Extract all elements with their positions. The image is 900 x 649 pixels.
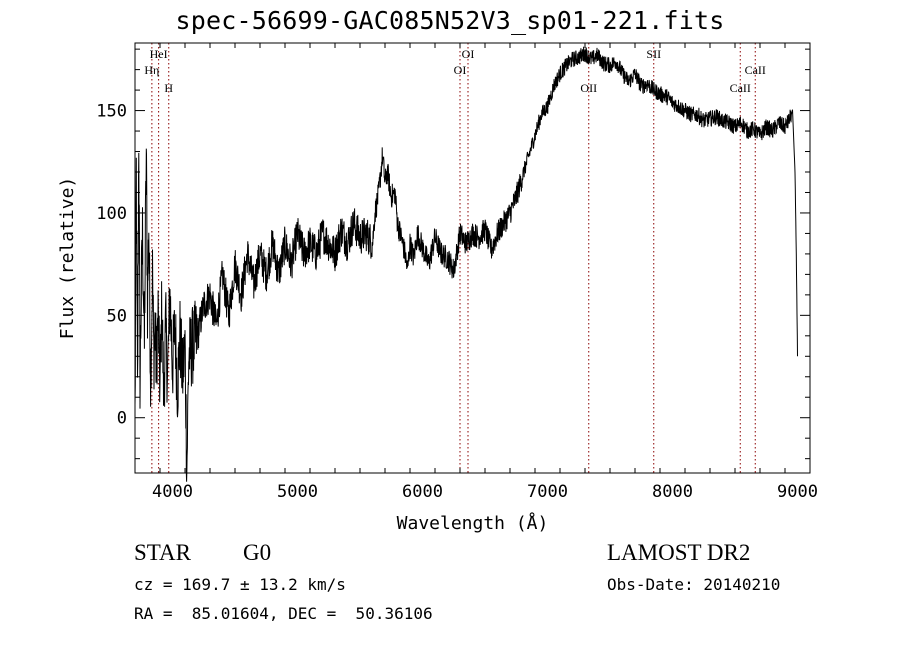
x-tick-label: 4000	[152, 482, 193, 502]
observation-date-label: Obs-Date: 20140210	[607, 575, 781, 594]
survey-label: LAMOST DR2	[607, 540, 751, 565]
tick-marks	[134, 43, 811, 473]
line-marker-label: CaII	[745, 63, 766, 77]
object-subclass-label: G0	[243, 540, 272, 565]
x-tick-label: 8000	[652, 482, 693, 502]
line-marker-label: OII	[580, 81, 597, 95]
x-axis-title: Wavelength (Å)	[397, 512, 549, 534]
spectrum-line	[134, 46, 798, 482]
axis-titles: Wavelength (Å) Flux (relative)	[57, 177, 548, 534]
line-marker-labels: HeI Hη H OI OI OII SII CaII CaII	[144, 47, 766, 95]
y-tick-label: 150	[96, 102, 127, 122]
line-marker-label: H	[164, 81, 173, 95]
line-marker-label: CaII	[730, 81, 751, 95]
redshift-label: cz = 169.7 ± 13.2 km/s	[134, 575, 346, 594]
coordinates-label: RA = 85.01604, DEC = 50.36106	[134, 604, 433, 623]
line-marker-label: OI	[454, 63, 467, 77]
line-markers	[151, 43, 756, 473]
plot-frame	[134, 42, 811, 474]
object-class-label: STAR	[134, 540, 191, 565]
line-marker-label: SII	[646, 47, 661, 61]
axes	[134, 42, 811, 474]
y-tick-label: 0	[117, 409, 127, 429]
line-marker-label: HeI	[150, 47, 168, 61]
y-axis-title: Flux (relative)	[57, 177, 78, 340]
spectrum-series	[134, 46, 798, 482]
x-tick-label: 6000	[402, 482, 443, 502]
line-marker-label: Hη	[144, 63, 159, 77]
y-tick-label: 100	[96, 204, 127, 224]
chart-title: spec-56699-GAC085N52V3_sp01-221.fits	[175, 6, 725, 35]
tick-labels: 4000 5000 6000 7000 8000 9000 0 50 100 150	[96, 102, 818, 502]
line-marker-label: OI	[462, 47, 475, 61]
x-tick-label: 7000	[527, 482, 568, 502]
x-tick-label: 9000	[777, 482, 818, 502]
y-tick-label: 50	[107, 306, 127, 326]
x-tick-label: 5000	[277, 482, 318, 502]
